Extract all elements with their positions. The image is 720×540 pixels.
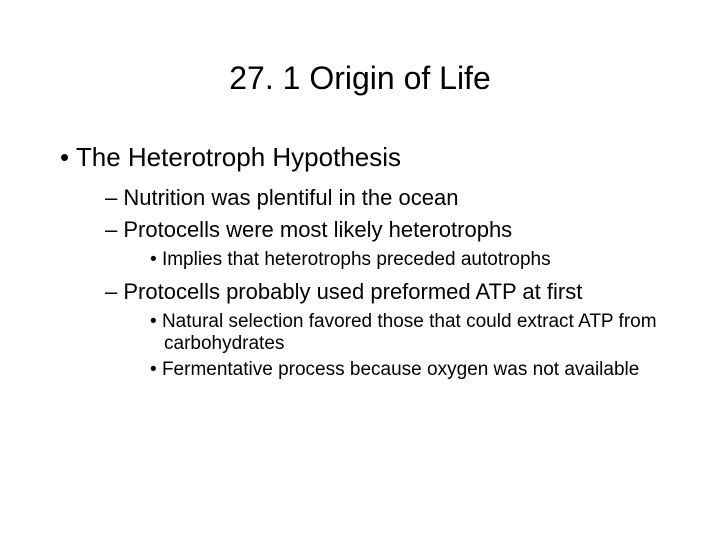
- bullet-level3: Fermentative process because oxygen was …: [150, 359, 670, 381]
- bullet-level2: Protocells were most likely heterotrophs: [105, 217, 670, 243]
- bullet-level1: The Heterotroph Hypothesis: [60, 142, 670, 173]
- bullet-level2: Protocells probably used preformed ATP a…: [105, 279, 670, 305]
- bullet-level2: Nutrition was plentiful in the ocean: [105, 185, 670, 211]
- bullet-level3: Natural selection favored those that cou…: [150, 311, 670, 355]
- bullet-level3: Implies that heterotrophs preceded autot…: [150, 249, 670, 271]
- slide-title: 27. 1 Origin of Life: [50, 60, 670, 97]
